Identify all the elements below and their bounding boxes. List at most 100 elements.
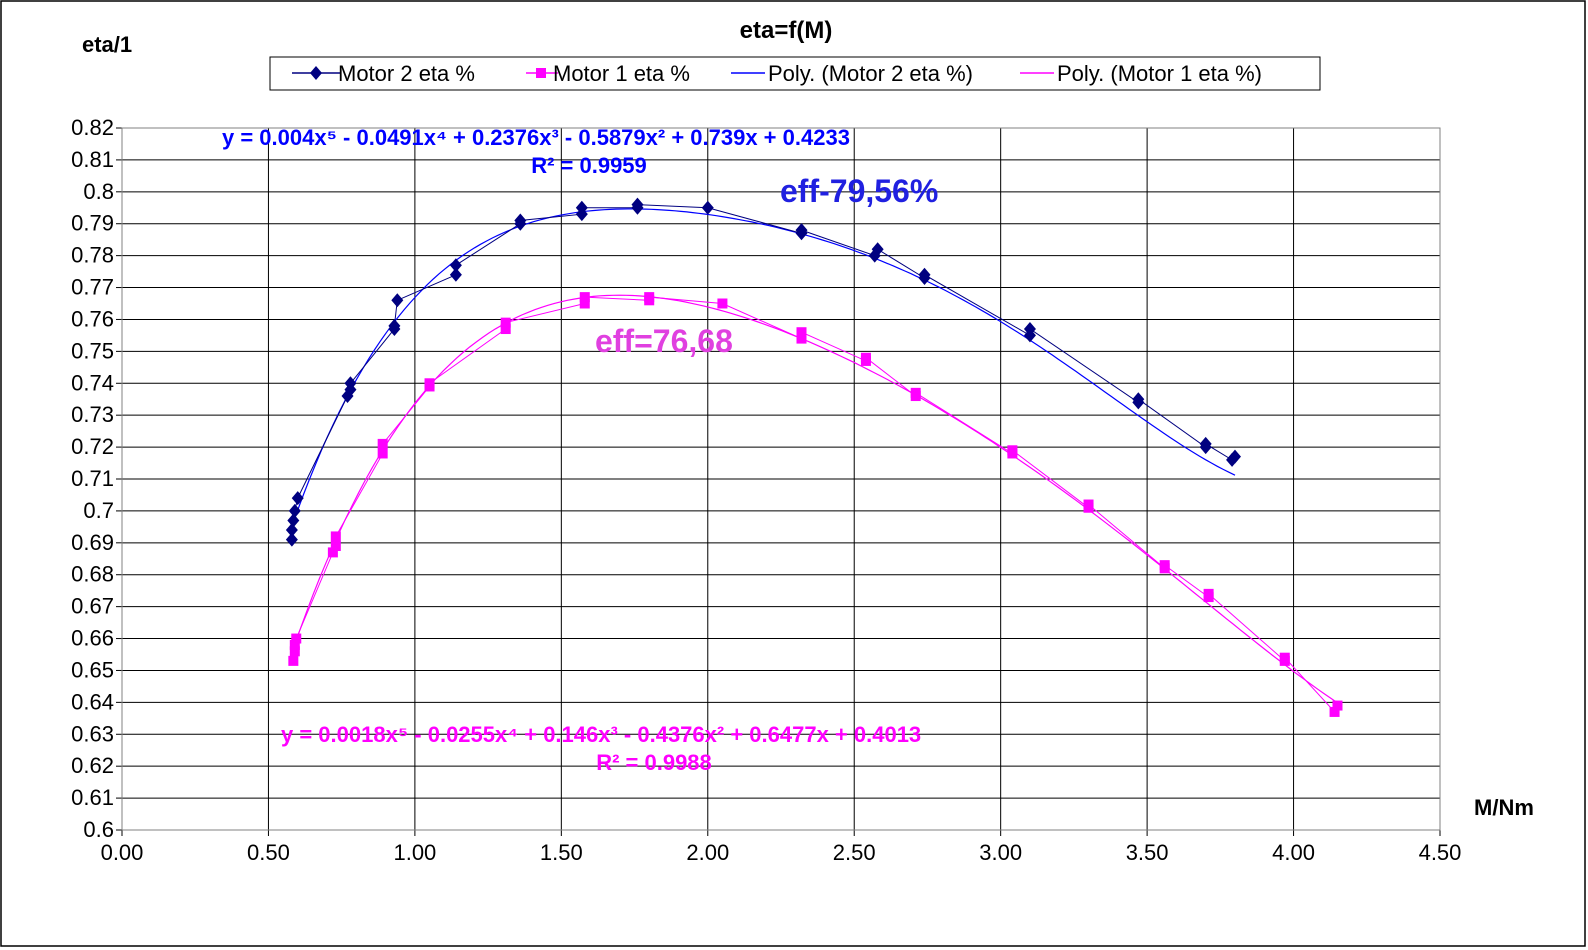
legend-box [269, 56, 1321, 91]
chart-title: eta=f(M) [740, 17, 833, 44]
data-point-motor2 [1199, 436, 1212, 451]
data-point-motor1 [1279, 652, 1290, 663]
equation-motor2: y = 0.004x⁵ - 0.0491x⁴ + 0.2376x³ - 0.58… [222, 125, 850, 150]
y-axis-label: eta/1 [82, 32, 132, 57]
y-tick-label: 0.81 [71, 147, 114, 172]
data-point-motor2 [291, 491, 304, 506]
data-point-motor1 [500, 324, 511, 335]
x-tick-label: 2.50 [833, 840, 876, 865]
legend: Motor 2 eta % Motor 1 eta % Poly. (Motor… [269, 56, 1321, 91]
data-point-motor2 [631, 197, 644, 212]
legend-item-poly-motor1: Poly. (Motor 1 eta %) [1020, 61, 1262, 86]
data-point-motor1 [1332, 700, 1343, 711]
data-point-motor1 [910, 387, 921, 398]
legend-label-poly-motor1: Poly. (Motor 1 eta %) [1057, 61, 1262, 86]
y-tick-label: 0.71 [71, 466, 114, 491]
diamond-marker-icon [310, 66, 322, 80]
data-point-motor2 [1228, 449, 1241, 464]
data-point-motor1 [1159, 560, 1170, 571]
y-tick-label: 0.67 [71, 594, 114, 619]
x-tick-label: 3.00 [979, 840, 1022, 865]
y-tick-label: 0.75 [71, 338, 114, 363]
y-tick-label: 0.7 [83, 498, 114, 523]
y-tick-label: 0.66 [71, 626, 114, 651]
data-point-motor1 [291, 633, 302, 644]
data-point-motor2 [1132, 392, 1145, 407]
data-point-motor2 [285, 532, 298, 547]
data-point-motor1 [330, 541, 341, 552]
x-tick-label: 1.00 [393, 840, 436, 865]
data-point-motor2 [388, 318, 401, 333]
square-marker-icon [536, 68, 546, 78]
data-point-motor2 [449, 258, 462, 273]
y-tick-label: 0.82 [71, 115, 114, 140]
data-point-motor2 [701, 200, 714, 215]
y-tick-label: 0.78 [71, 243, 114, 268]
x-tick-label: 2.00 [686, 840, 729, 865]
annotation-eff-motor2: eff-79,56% [780, 173, 938, 209]
x-axis-label: M/Nm [1474, 795, 1534, 820]
y-tick-label: 0.79 [71, 211, 114, 236]
x-tick-label: 1.50 [540, 840, 583, 865]
y-tick-label: 0.68 [71, 562, 114, 587]
data-point-motor1 [424, 378, 435, 389]
r2-motor2: R² = 0.9959 [531, 153, 647, 178]
y-axis-ticks: 0.6 0.61 0.62 0.63 0.64 0.65 0.66 0.67 0.68 0.69 0… [71, 115, 122, 842]
data-point-motor2 [391, 293, 404, 308]
x-tick-label: 3.50 [1126, 840, 1169, 865]
plot-area [121, 127, 1441, 831]
data-point-motor1 [796, 327, 807, 338]
y-tick-label: 0.77 [71, 275, 114, 300]
gridlines [122, 127, 1441, 830]
data-point-motor2 [449, 267, 462, 282]
legend-item-poly-motor2: Poly. (Motor 2 eta %) [731, 61, 973, 86]
y-tick-label: 0.6 [83, 817, 114, 842]
data-point-motor2 [795, 223, 808, 238]
trendline-motor2 [291, 208, 1236, 527]
x-tick-label: 4.00 [1272, 840, 1315, 865]
data-point-motor1 [1203, 588, 1214, 599]
data-point-motor1 [377, 448, 388, 459]
y-tick-label: 0.76 [71, 306, 114, 331]
y-tick-label: 0.74 [71, 370, 114, 395]
data-point-motor2 [871, 242, 884, 257]
data-point-motor2 [287, 513, 300, 528]
legend-label-motor1: Motor 1 eta % [553, 61, 690, 86]
data-point-motor2 [344, 376, 357, 391]
data-point-motor1 [377, 438, 388, 449]
data-point-motor1 [327, 547, 338, 558]
data-point-motor1 [579, 292, 590, 303]
data-point-motor1 [289, 646, 300, 657]
data-point-motor1 [644, 292, 655, 303]
y-tick-label: 0.73 [71, 402, 114, 427]
x-tick-label: 0.50 [247, 840, 290, 865]
legend-label-poly-motor2: Poly. (Motor 2 eta %) [768, 61, 973, 86]
data-point-motor1 [500, 317, 511, 328]
data-point-motor2 [514, 213, 527, 228]
data-point-motor1 [288, 655, 299, 666]
data-point-motor1 [717, 298, 728, 309]
y-tick-label: 0.8 [83, 179, 114, 204]
x-tick-label: 4.50 [1419, 840, 1462, 865]
y-tick-label: 0.63 [71, 721, 114, 746]
x-tick-label: 0.00 [101, 840, 144, 865]
data-point-motor1 [1329, 706, 1340, 717]
data-point-motor1 [579, 298, 590, 309]
y-tick-label: 0.72 [71, 434, 114, 459]
y-tick-label: 0.64 [71, 689, 114, 714]
data-point-motor1 [289, 639, 300, 650]
legend-item-motor1: Motor 1 eta % [526, 61, 690, 86]
data-point-motor1 [1007, 445, 1018, 456]
equation-motor1: y = 0.0018x⁵ - 0.0255x⁴ + 0.146x³ - 0.43… [281, 722, 921, 747]
y-tick-label: 0.69 [71, 530, 114, 555]
y-tick-label: 0.65 [71, 657, 114, 682]
r2-motor1: R² = 0.9988 [596, 750, 712, 775]
data-point-motor1 [796, 333, 807, 344]
y-tick-label: 0.62 [71, 753, 114, 778]
data-point-motor1 [330, 531, 341, 542]
legend-label-motor2: Motor 2 eta % [338, 61, 475, 86]
data-point-motor2 [288, 503, 301, 518]
data-series [285, 197, 1343, 717]
y-tick-label: 0.61 [71, 785, 114, 810]
